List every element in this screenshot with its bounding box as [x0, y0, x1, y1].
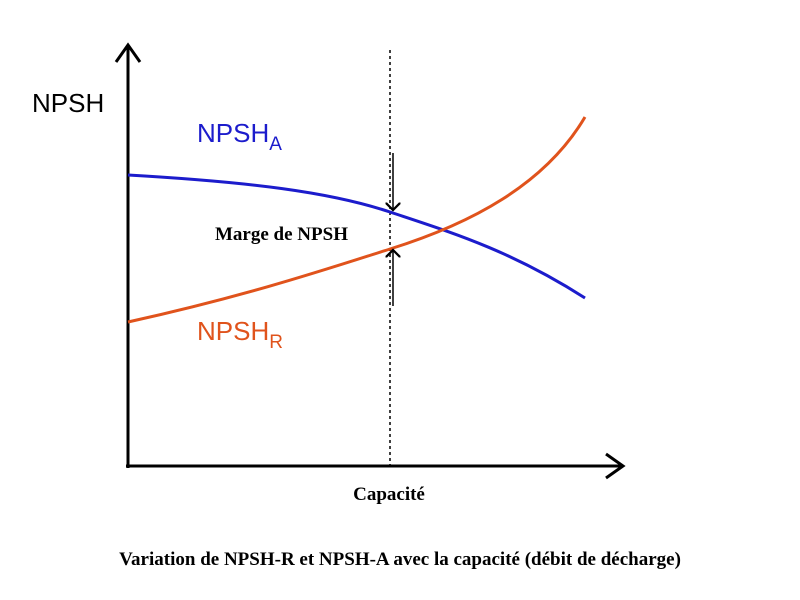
- x-axis-label: Capacité: [353, 484, 425, 505]
- npsh-a-label: NPSHA: [197, 118, 282, 155]
- y-axis-arrow: [114, 42, 142, 63]
- y-axis-label: NPSH: [32, 88, 104, 118]
- caption: Variation de NPSH-R et NPSH-A avec la ca…: [119, 549, 681, 570]
- npsh-a-curve: [127, 173, 586, 300]
- label-text: NPSH: [197, 316, 269, 346]
- margin-label: Marge de NPSH: [215, 224, 348, 245]
- label-subscript: R: [269, 332, 283, 353]
- label-text: NPSH: [197, 118, 269, 148]
- npsh-r-label: NPSHR: [197, 316, 283, 353]
- x-axis-arrow: [605, 452, 626, 480]
- label-subscript: A: [269, 134, 282, 155]
